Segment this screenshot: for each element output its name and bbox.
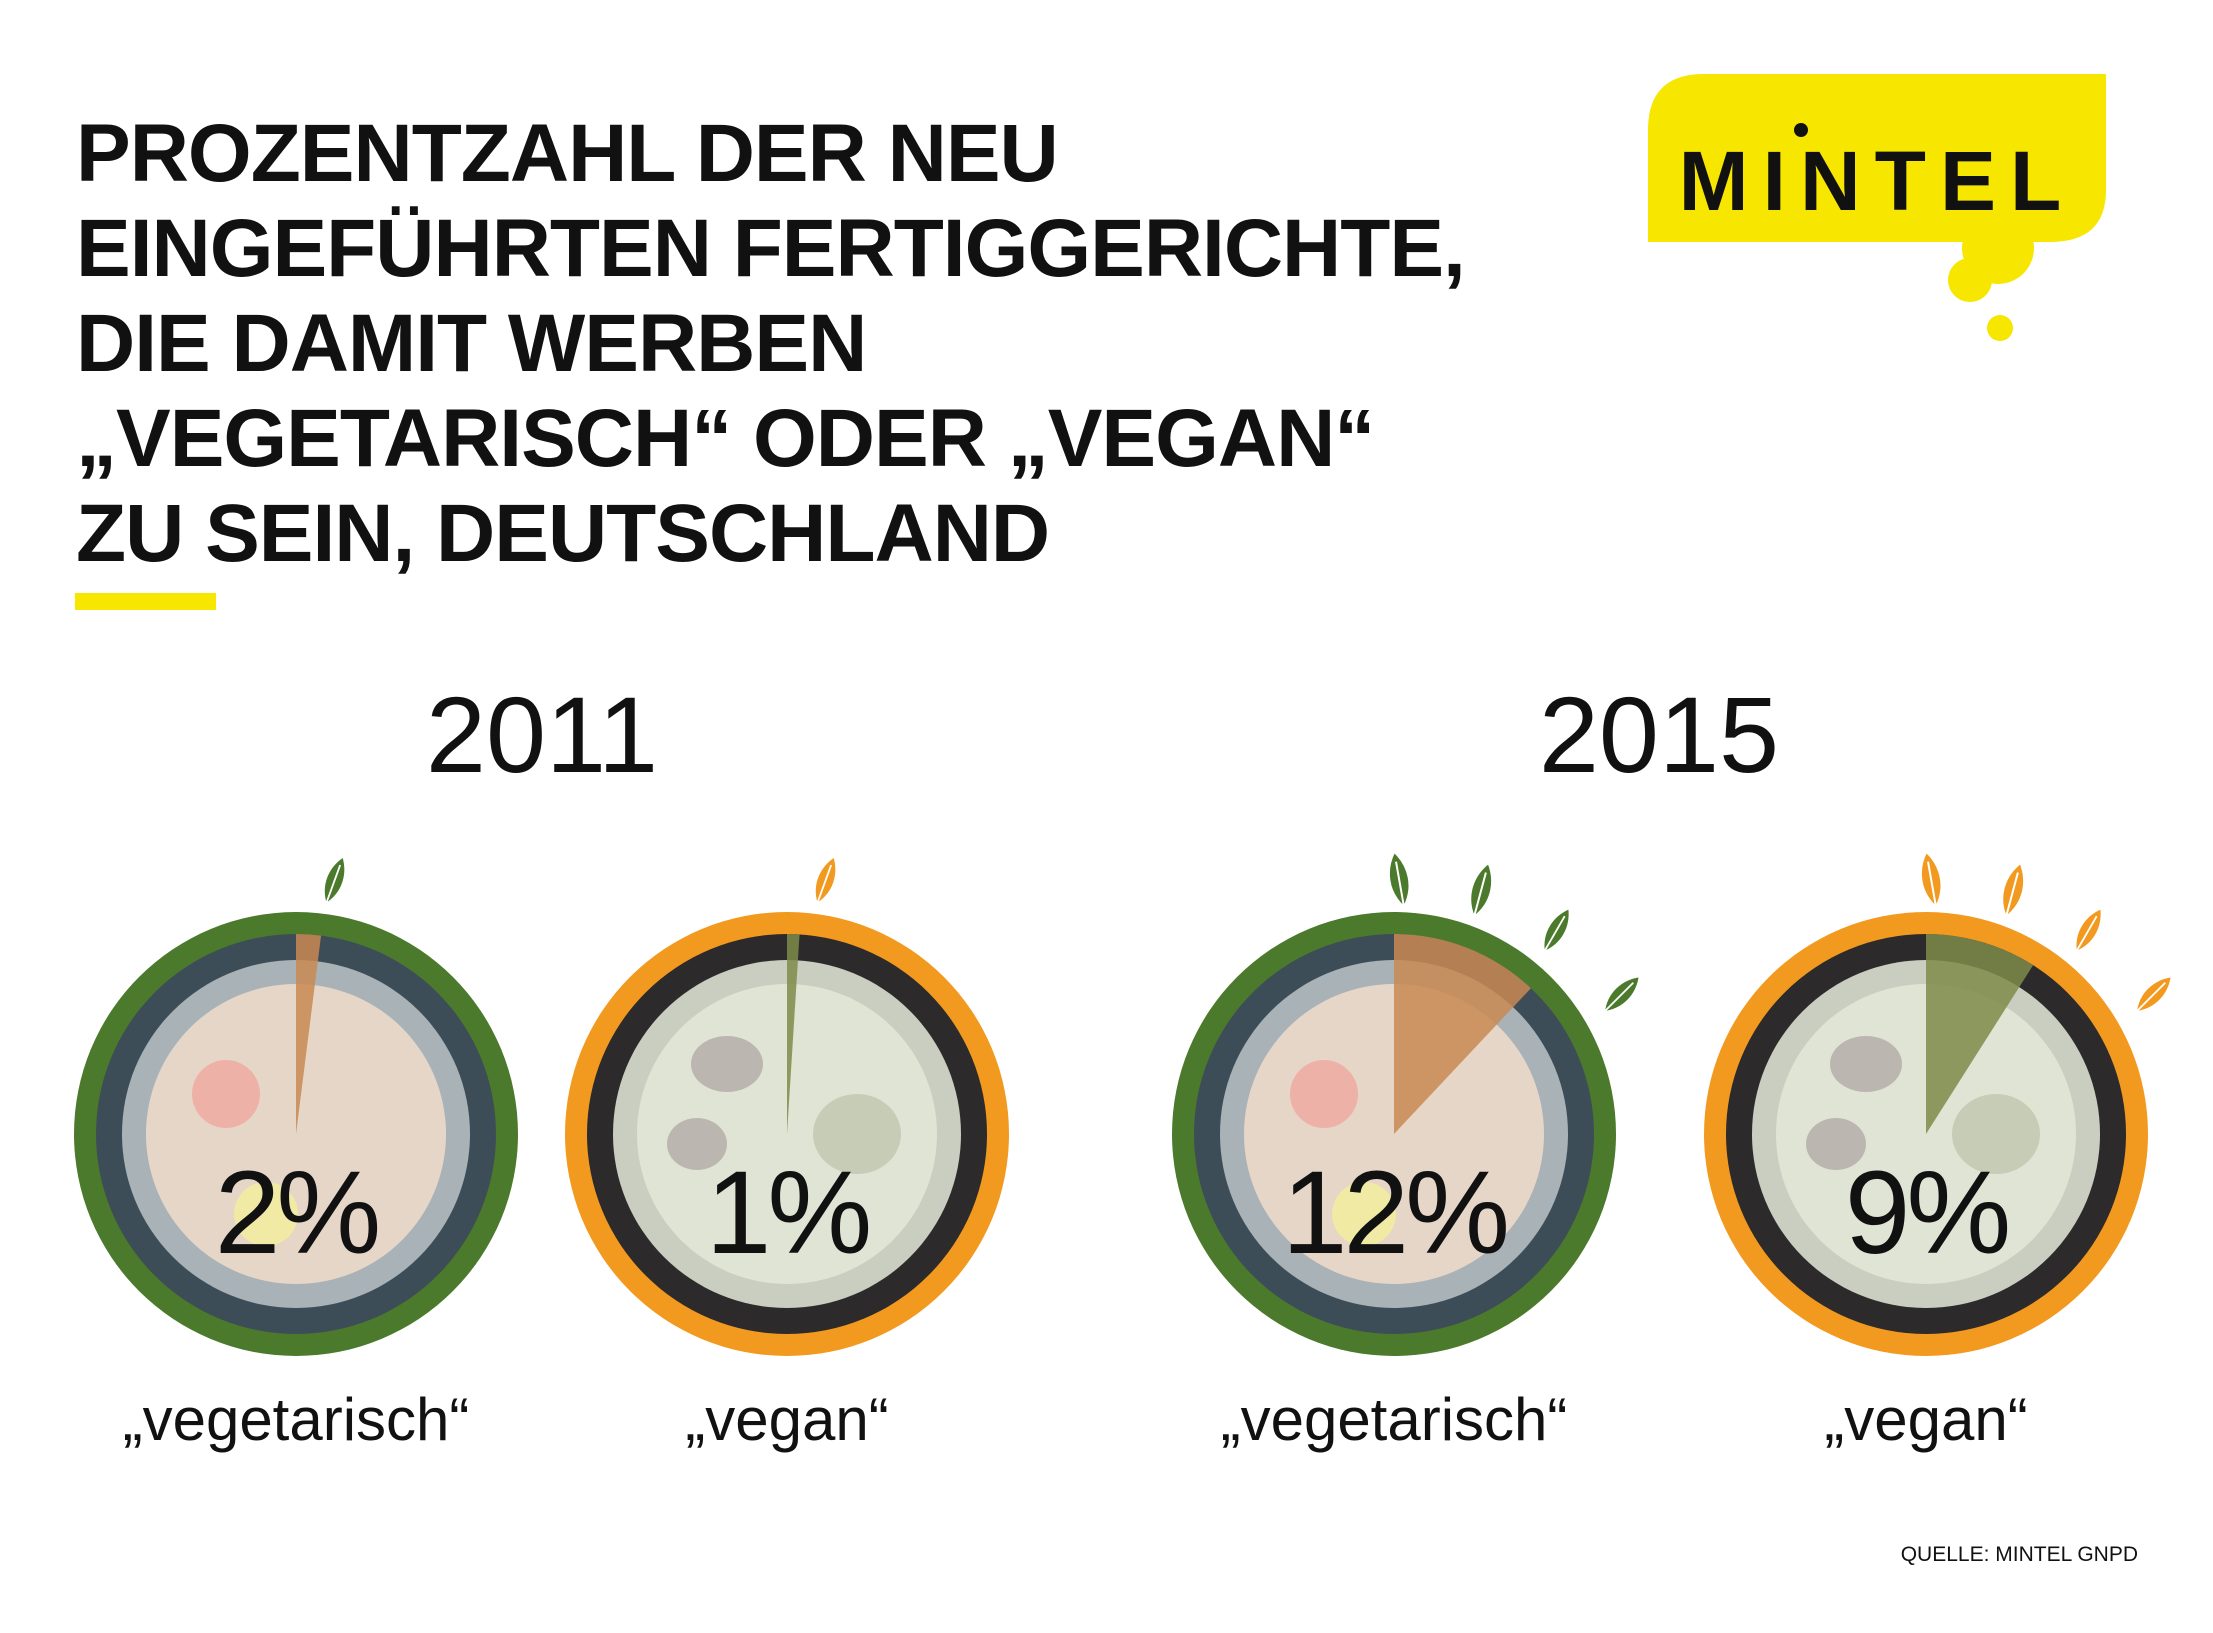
- category-label: „vegetarisch“: [122, 1386, 470, 1453]
- title-line: „VEGETARISCH“ ODER „VEGAN“: [76, 393, 1375, 484]
- leaf-icon: [1602, 975, 1641, 1014]
- lime-slice: [234, 1182, 298, 1246]
- value-label: 1%: [705, 1147, 873, 1279]
- year-2011: 2011: [425, 674, 659, 795]
- title-line: PROZENTZAHL DER NEU: [76, 108, 1059, 199]
- mintel-logo: MINTEL: [1648, 74, 2106, 341]
- food-piece: [691, 1036, 763, 1092]
- title-line: DIE DAMIT WERBEN: [76, 298, 867, 389]
- title-accent-bar: [75, 593, 216, 610]
- title-line: ZU SEIN, DEUTSCHLAND: [76, 488, 1050, 579]
- chart-title: PROZENTZAHL DER NEU EINGEFÜHRTEN FERTIGG…: [76, 106, 1466, 581]
- source-note: QUELLE: MINTEL GNPD: [1900, 1543, 2138, 1566]
- leaf-icon: [2134, 975, 2173, 1014]
- food-piece: [813, 1094, 901, 1174]
- food-piece: [1952, 1094, 2040, 1174]
- category-label: „vegan“: [1824, 1386, 2028, 1453]
- tomato-slice: [192, 1060, 260, 1128]
- leaf-icon: [1388, 850, 1411, 909]
- food-piece: [667, 1118, 727, 1170]
- value-label: 9%: [1844, 1147, 2012, 1279]
- leaf-icon: [1469, 861, 1494, 919]
- lime-slice: [1332, 1182, 1396, 1246]
- tomato-slice: [1290, 1060, 1358, 1128]
- pie-slice: [1394, 934, 1531, 1134]
- leaf-icon: [2074, 907, 2103, 954]
- leaf-icon: [323, 855, 347, 906]
- year-2015: 2015: [1538, 674, 1780, 795]
- pie-slice: [787, 934, 800, 1134]
- category-label: „vegetarisch“: [1220, 1386, 1568, 1453]
- food-piece: [1830, 1036, 1902, 1092]
- leaf-icon: [1920, 850, 1943, 909]
- value-label: 2%: [214, 1147, 382, 1279]
- pie-slice: [296, 934, 322, 1134]
- category-label: „vegan“: [685, 1386, 889, 1453]
- svg-text:MINTEL: MINTEL: [1679, 134, 2076, 228]
- value-label: 12%: [1281, 1147, 1510, 1279]
- leaf-icon: [2001, 861, 2026, 919]
- leaf-icon: [814, 855, 838, 906]
- pie-slice: [1926, 934, 2034, 1134]
- food-piece: [1806, 1118, 1866, 1170]
- leaf-icon: [1542, 907, 1571, 954]
- title-line: EINGEFÜHRTEN FERTIGGERICHTE,: [76, 203, 1466, 294]
